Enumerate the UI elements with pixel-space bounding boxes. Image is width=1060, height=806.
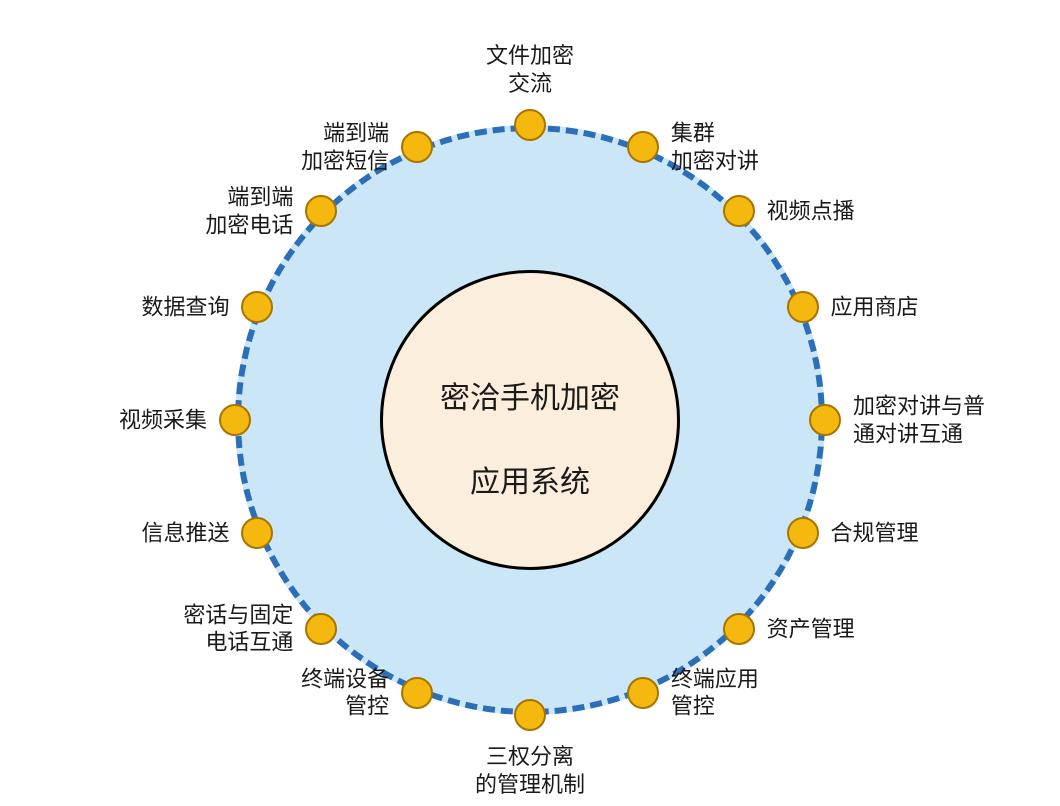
node-dot: [723, 613, 755, 645]
node-label: 端到端 加密电话: [205, 184, 293, 239]
node-label: 视频点播: [767, 198, 855, 226]
node-label: 三权分离 的管理机制: [475, 743, 585, 798]
node-dot: [723, 195, 755, 227]
node-label: 应用商店: [831, 293, 919, 321]
node-dot: [219, 404, 251, 436]
node-dot: [627, 131, 659, 163]
node-label: 信息推送: [141, 519, 229, 547]
node-dot: [305, 613, 337, 645]
node-dot: [401, 677, 433, 709]
node-label: 集群 加密对讲: [671, 120, 759, 175]
node-dot: [241, 517, 273, 549]
node-dot: [627, 677, 659, 709]
node-label: 合规管理: [831, 519, 919, 547]
node-dot: [787, 291, 819, 323]
center-title: 密洽手机加密 应用系统: [440, 336, 620, 504]
node-label: 加密对讲与普 通对讲互通: [853, 393, 985, 448]
node-label: 端到端 加密短信: [301, 120, 389, 175]
node-label: 终端设备 管控: [301, 665, 389, 720]
node-label: 文件加密 交流: [486, 42, 574, 97]
center-title-line2: 应用系统: [470, 466, 590, 499]
node-dot: [241, 291, 273, 323]
node-label: 资产管理: [767, 615, 855, 643]
node-label: 数据查询: [141, 293, 229, 321]
node-dot: [514, 109, 546, 141]
diagram-stage: 密洽手机加密 应用系统 文件加密 交流集群 加密对讲视频点播应用商店加密对讲与普…: [0, 0, 1060, 806]
node-dot: [809, 404, 841, 436]
node-label: 终端应用 管控: [671, 665, 759, 720]
node-dot: [514, 699, 546, 731]
center-circle: 密洽手机加密 应用系统: [380, 270, 680, 570]
node-dot: [401, 131, 433, 163]
node-label: 密话与固定 电话互通: [183, 601, 293, 656]
node-dot: [305, 195, 337, 227]
node-dot: [787, 517, 819, 549]
center-title-line1: 密洽手机加密: [440, 382, 620, 415]
node-label: 视频采集: [119, 406, 207, 434]
